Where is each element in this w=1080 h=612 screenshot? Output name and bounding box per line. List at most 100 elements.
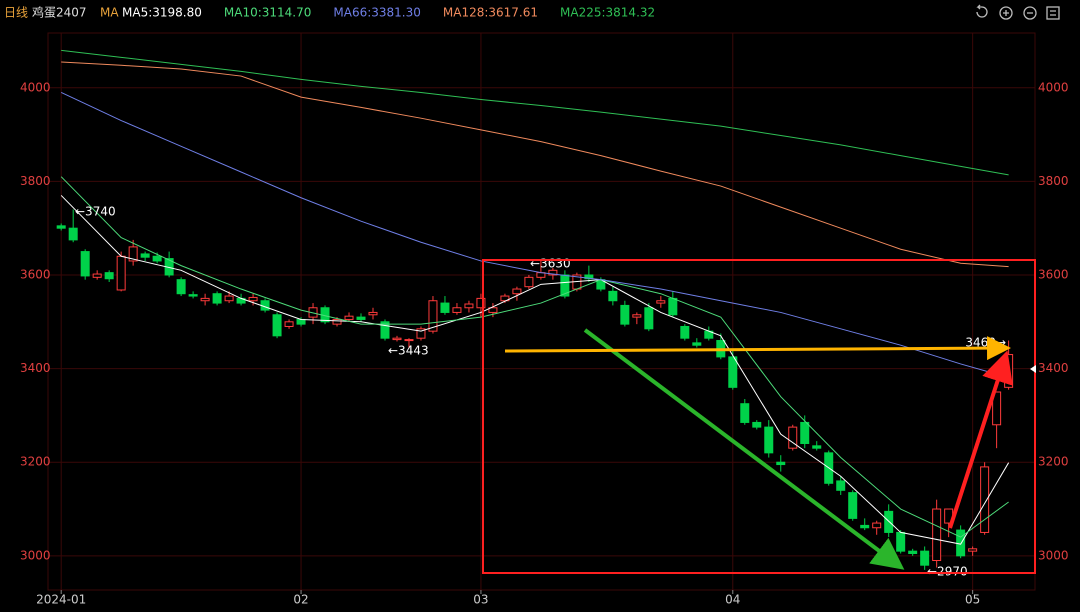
y-tick-label: 3000 bbox=[20, 548, 51, 562]
y-tick-label-right: 3400 bbox=[1038, 361, 1069, 375]
candle-body bbox=[632, 314, 642, 318]
candle-body bbox=[368, 311, 378, 316]
candle-body bbox=[752, 421, 762, 428]
ma-line bbox=[61, 61, 1009, 268]
y-tick-label: 3400 bbox=[20, 361, 51, 375]
level-arrow bbox=[504, 336, 1011, 361]
candle-body bbox=[884, 510, 894, 533]
x-tick-label: 05 bbox=[965, 593, 980, 607]
price-annotation: ←3443 bbox=[388, 344, 429, 358]
up-arrow bbox=[948, 350, 1013, 529]
candle-body bbox=[656, 300, 666, 304]
legend-entry: MA66:3381.30 bbox=[333, 6, 421, 20]
candle-body bbox=[188, 294, 198, 297]
candle-body bbox=[860, 524, 870, 529]
x-tick-label: 03 bbox=[473, 593, 488, 607]
candle-body bbox=[740, 403, 750, 423]
y-tick-label: 4000 bbox=[20, 80, 51, 94]
candle-body bbox=[932, 508, 942, 562]
legend-entry: MA10:3114.70 bbox=[224, 6, 312, 20]
candle-body bbox=[428, 300, 438, 332]
zoom-out-icon[interactable] bbox=[1023, 6, 1037, 20]
candle-body bbox=[284, 321, 294, 327]
candle-body bbox=[644, 307, 654, 330]
candle-body bbox=[224, 295, 234, 302]
y-tick-label-right: 3600 bbox=[1038, 267, 1069, 281]
candle-body bbox=[152, 255, 162, 262]
legend-entry: MA225:3814.32 bbox=[560, 6, 655, 20]
candle-body bbox=[872, 522, 882, 529]
candle-body bbox=[476, 297, 486, 309]
settings-icon[interactable] bbox=[1046, 6, 1060, 20]
candle-body bbox=[668, 297, 678, 316]
ma-line bbox=[60, 195, 1010, 545]
candle-body bbox=[92, 273, 102, 278]
candle-body bbox=[140, 253, 150, 258]
price-annotation: ←2970 bbox=[927, 565, 968, 579]
x-tick-label: 2024-01 bbox=[36, 593, 86, 607]
candle-body bbox=[356, 316, 366, 320]
candle-body bbox=[848, 492, 858, 519]
legend-entry: MA128:3617.61 bbox=[443, 6, 538, 20]
candle-body bbox=[116, 255, 126, 291]
highlight-box bbox=[482, 259, 1036, 574]
y-tick-label: 3200 bbox=[20, 455, 51, 469]
candle-body bbox=[212, 293, 222, 304]
candle-body bbox=[440, 302, 450, 313]
candle-body bbox=[680, 325, 690, 339]
legend-entry: MA5:3198.80 bbox=[122, 6, 202, 20]
candle-body bbox=[524, 276, 534, 288]
candle-body bbox=[104, 272, 114, 280]
down-arrow bbox=[583, 328, 905, 570]
y-tick-label: 3800 bbox=[20, 174, 51, 188]
candle-body bbox=[968, 548, 978, 552]
candle-body bbox=[464, 303, 474, 309]
candle-body bbox=[56, 225, 66, 229]
candle-body bbox=[608, 290, 618, 302]
ma-label: MA bbox=[100, 6, 119, 20]
y-tick-label-right: 4000 bbox=[1038, 80, 1069, 94]
period: 日线 bbox=[4, 6, 28, 20]
candle-body bbox=[416, 328, 426, 339]
candle-body bbox=[908, 550, 918, 554]
candle-body bbox=[272, 314, 282, 337]
ma-line bbox=[60, 91, 1009, 378]
candle-body bbox=[512, 288, 522, 295]
zoom-in-icon[interactable] bbox=[999, 6, 1013, 20]
candle-body bbox=[776, 461, 786, 466]
undo-icon[interactable] bbox=[976, 4, 988, 18]
candle-body bbox=[692, 342, 702, 346]
price-pointer bbox=[1030, 365, 1036, 373]
candle-body bbox=[488, 307, 498, 313]
x-tick-label: 02 bbox=[293, 593, 308, 607]
candle-body bbox=[200, 297, 210, 302]
candle-body bbox=[992, 391, 1002, 426]
symbol: 鸡蛋2407 bbox=[32, 5, 87, 20]
candle-body bbox=[332, 318, 342, 325]
toolbar[interactable] bbox=[976, 4, 1060, 20]
candle-body bbox=[128, 246, 138, 262]
candle-body bbox=[176, 279, 186, 295]
candle-body bbox=[920, 550, 930, 566]
price-annotation: ←3630 bbox=[530, 257, 571, 271]
ma-line bbox=[61, 49, 1009, 176]
y-tick-label-right: 3200 bbox=[1038, 455, 1069, 469]
candle-body bbox=[68, 227, 78, 241]
candle-body bbox=[344, 315, 354, 320]
candle-body bbox=[620, 304, 630, 325]
candle-body bbox=[392, 337, 402, 341]
candle-body bbox=[248, 296, 258, 302]
candle-body bbox=[296, 318, 306, 325]
candle-body bbox=[836, 480, 846, 491]
candle-body bbox=[896, 531, 906, 552]
y-tick-label: 3600 bbox=[20, 267, 51, 281]
candle-body bbox=[548, 269, 558, 276]
candle-body bbox=[956, 529, 966, 557]
candle-body bbox=[980, 466, 990, 533]
candle-body bbox=[812, 445, 822, 449]
price-annotation: ←3740 bbox=[75, 205, 116, 219]
y-tick-label-right: 3800 bbox=[1038, 174, 1069, 188]
